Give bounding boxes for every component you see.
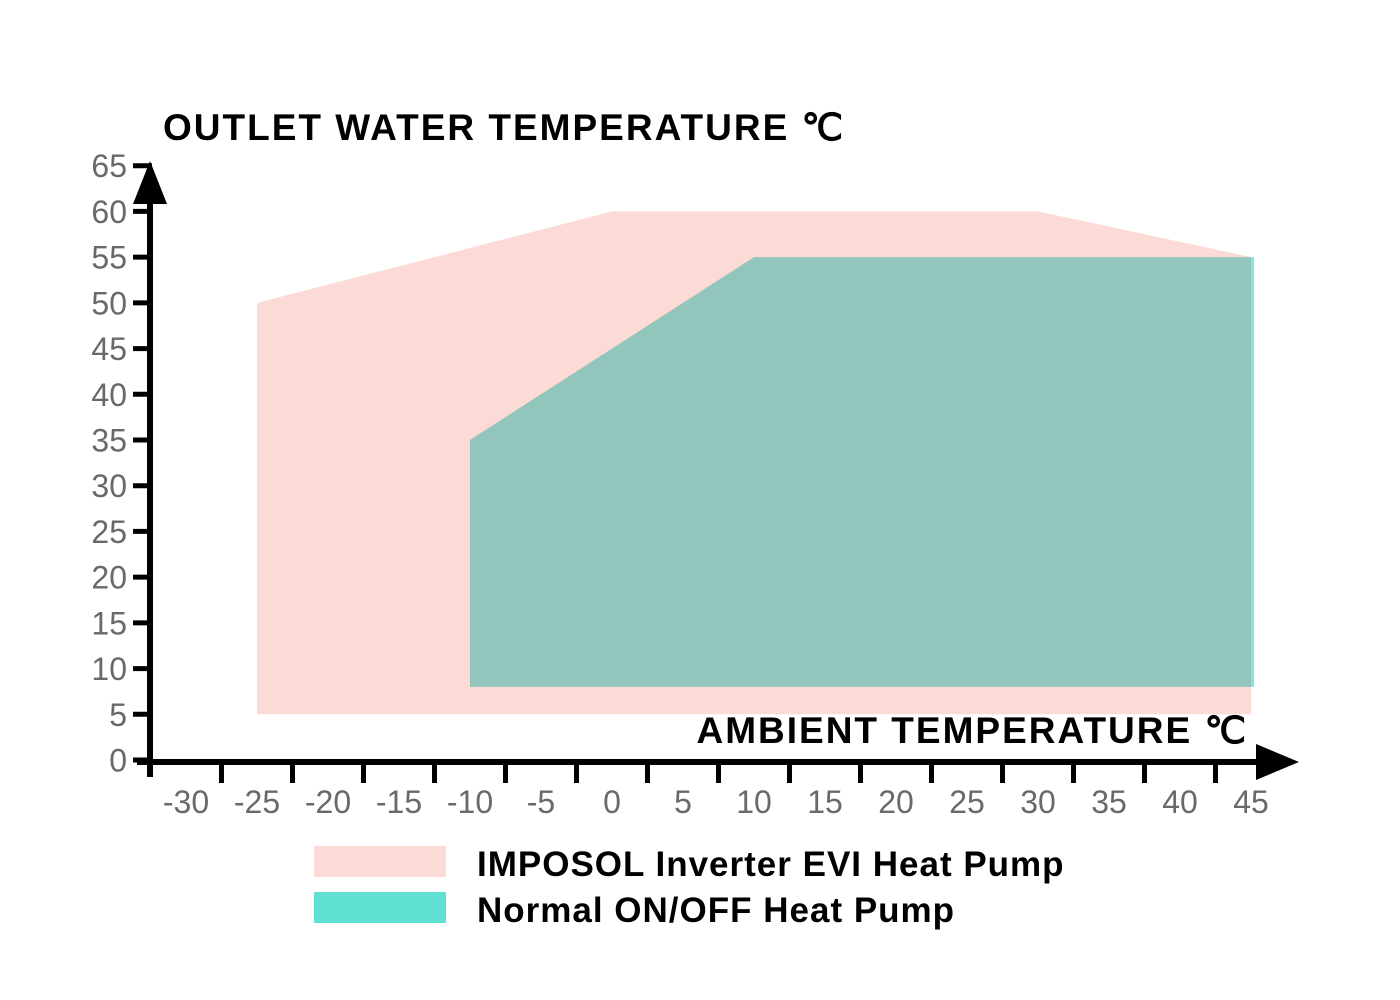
x-tick-label: -30 — [163, 784, 209, 820]
legend-swatch-inverter-evi — [314, 846, 446, 877]
x-tick-label: 20 — [878, 784, 914, 820]
y-tick-label: 60 — [91, 194, 127, 230]
x-tick-label: 30 — [1020, 784, 1056, 820]
x-tick-label: 10 — [736, 784, 772, 820]
x-axis-ticks — [219, 762, 1218, 783]
y-tick-label: 45 — [91, 331, 127, 367]
y-tick-label: 65 — [91, 148, 127, 184]
legend-label-normal-onoff: Normal ON/OFF Heat Pump — [477, 891, 955, 930]
y-tick-label: 40 — [91, 377, 127, 413]
x-axis-title: AMBIENT TEMPERATURE ℃ — [696, 710, 1248, 751]
x-tick-label: 40 — [1162, 784, 1198, 820]
x-tick-label: -25 — [234, 784, 280, 820]
x-tick-label: -20 — [305, 784, 351, 820]
y-axis-title: OUTLET WATER TEMPERATURE ℃ — [163, 107, 845, 148]
x-axis-arrow-icon — [1256, 744, 1299, 780]
y-axis-arrow-icon — [133, 161, 167, 204]
y-tick-label: 50 — [91, 285, 127, 321]
x-axis-tick-labels: -30 -25 -20 -15 -10 -5 0 5 10 15 20 25 30 35 40 45 — [163, 784, 1269, 820]
y-tick-label: 25 — [91, 514, 127, 550]
x-tick-label: -5 — [527, 784, 555, 820]
region-normal-onoff-right-edge — [1251, 257, 1254, 687]
y-axis-ticks — [133, 163, 152, 763]
y-axis-tick-labels: 0 5 10 15 20 25 30 35 40 45 50 55 60 65 — [91, 148, 127, 778]
y-tick-label: 20 — [91, 560, 127, 596]
y-tick-label: 30 — [91, 468, 127, 504]
x-tick-label: 5 — [674, 784, 692, 820]
chart-regions — [257, 211, 1254, 715]
y-tick-label: 55 — [91, 240, 127, 276]
y-tick-label: 0 — [109, 743, 127, 779]
x-tick-label: 35 — [1091, 784, 1127, 820]
x-tick-label: 0 — [603, 784, 621, 820]
y-tick-label: 15 — [91, 605, 127, 641]
y-tick-label: 10 — [91, 651, 127, 687]
x-tick-label: 25 — [949, 784, 985, 820]
legend-label-inverter-evi: IMPOSOL Inverter EVI Heat Pump — [477, 845, 1065, 884]
legend: IMPOSOL Inverter EVI Heat Pump Normal ON… — [314, 845, 1065, 930]
region-normal-onoff-heat-pump — [470, 257, 1251, 687]
x-tick-label: 15 — [807, 784, 843, 820]
y-tick-label: 5 — [109, 697, 127, 733]
x-tick-label: 45 — [1233, 784, 1269, 820]
y-tick-label: 35 — [91, 423, 127, 459]
legend-swatch-normal-onoff — [314, 892, 446, 923]
x-tick-label: -15 — [376, 784, 422, 820]
x-tick-label: -10 — [447, 784, 493, 820]
